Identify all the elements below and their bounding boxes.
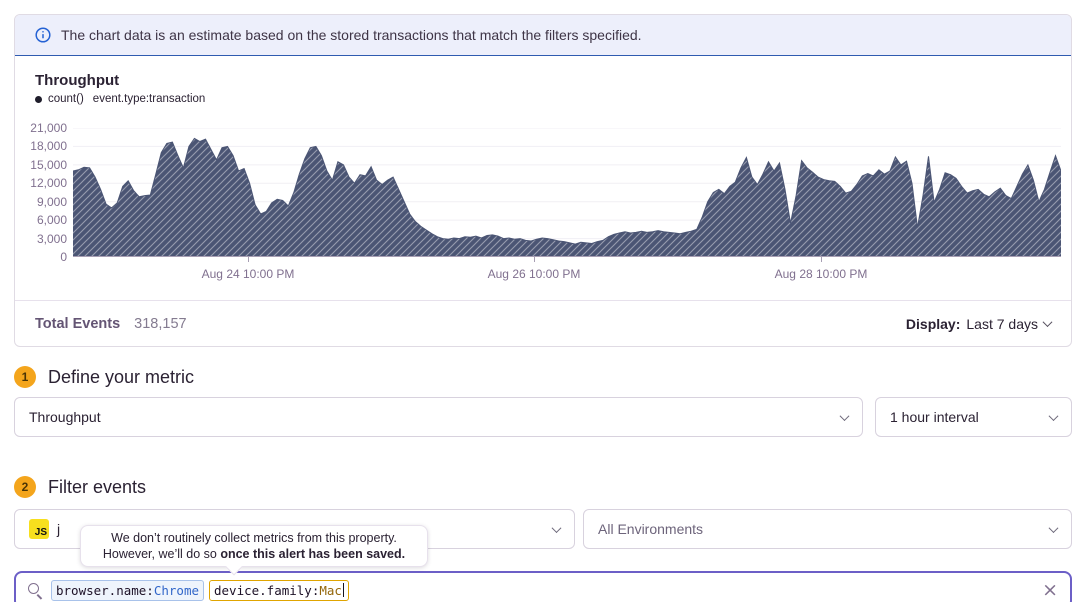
tooltip-line1: We don’t routinely collect metrics from …	[111, 531, 397, 545]
legend-query-label: event.type:transaction	[92, 93, 206, 105]
token-key: browser.name:	[56, 582, 154, 598]
banner-text: The chart data is an estimate based on t…	[61, 27, 642, 43]
y-tick-label: 3,000	[36, 231, 67, 246]
x-tick-label: Aug 28 10:00 PM	[774, 267, 868, 281]
y-axis-labels: 21,000 18,000 15,000 12,000 9,000 6,000 3,000 0	[15, 121, 67, 264]
y-tick-label: 6,000	[36, 213, 67, 228]
clear-search-icon[interactable]: ×	[1042, 578, 1058, 601]
metric-select[interactable]: Throughput	[14, 397, 863, 437]
interval-select[interactable]: 1 hour interval	[875, 397, 1072, 437]
x-tick-label: Aug 26 10:00 PM	[487, 267, 581, 281]
y-tick-label: 9,000	[36, 194, 67, 209]
y-tick-label: 21,000	[30, 121, 67, 135]
y-tick-label: 0	[60, 250, 67, 264]
environment-select-value: All Environments	[598, 521, 704, 537]
chevron-down-icon	[1048, 522, 1059, 533]
metric-select-value: Throughput	[29, 409, 101, 425]
alert-builder-page: The chart data is an estimate based on t…	[0, 14, 1086, 602]
x-tick-mark	[534, 257, 535, 262]
filter-events-section-header: 2 Filter events	[14, 475, 1072, 499]
chevron-down-icon	[1042, 317, 1053, 328]
token-key: device.family:	[214, 582, 320, 598]
y-tick-label: 12,000	[30, 176, 67, 191]
chart-legend: count() event.type:transaction	[35, 93, 1051, 105]
chart-title: Throughput	[35, 72, 120, 89]
info-banner: The chart data is an estimate based on t…	[15, 15, 1071, 56]
step-2-badge: 2	[14, 476, 36, 498]
chart-plot[interactable]	[72, 127, 1062, 257]
chevron-down-icon	[1048, 410, 1059, 421]
display-range-dropdown[interactable]: Display: Last 7 days	[905, 315, 1053, 332]
token-value: Mac	[319, 582, 342, 598]
display-label: Display:	[905, 315, 961, 332]
search-token-browser-name[interactable]: browser.name: Chrome	[51, 579, 204, 601]
y-tick-label: 18,000	[30, 139, 67, 154]
chart-header: Throughput count() event.type:transactio…	[15, 56, 1071, 128]
x-tick-label: Aug 24 10:00 PM	[201, 267, 295, 281]
total-events-label: Total Events	[35, 315, 121, 332]
define-metric-heading: Define your metric	[48, 366, 195, 387]
display-value: Last 7 days	[966, 315, 1038, 332]
info-icon	[35, 27, 51, 43]
search-query-input[interactable]: browser.name: Chrome device.family: Mac ×	[14, 571, 1072, 602]
search-tokens: browser.name: Chrome device.family: Mac	[51, 579, 1034, 601]
search-icon	[28, 582, 43, 598]
javascript-platform-icon: JS	[29, 519, 49, 539]
legend-series-label: count()	[48, 93, 84, 105]
metric-row: Throughput 1 hour interval	[14, 397, 1072, 437]
step-1-badge: 1	[14, 366, 36, 388]
throughput-chart[interactable]: 21,000 18,000 15,000 12,000 9,000 6,000 3,000 0	[15, 121, 1071, 300]
filter-events-heading: Filter events	[48, 476, 147, 497]
x-axis-labels: Aug 24 10:00 PM Aug 26 10:00 PM Aug 28 10:…	[73, 257, 1061, 300]
tooltip-line2: However, we’ll do so once this alert has…	[102, 547, 406, 561]
y-tick-label: 15,000	[30, 157, 67, 172]
project-select-value: j	[57, 521, 61, 537]
x-tick-mark	[821, 257, 822, 262]
chevron-down-icon	[839, 410, 850, 421]
search-token-device-family[interactable]: device.family: Mac	[209, 579, 350, 601]
x-tick-mark	[248, 257, 249, 262]
text-cursor	[342, 583, 345, 597]
environment-select[interactable]: All Environments	[583, 509, 1072, 549]
legend-dot-icon	[35, 95, 42, 103]
define-metric-section-header: 1 Define your metric	[14, 365, 1072, 389]
chart-footer: Total Events 318,157 Display: Last 7 day…	[15, 300, 1071, 346]
interval-select-value: 1 hour interval	[890, 409, 979, 425]
metric-collection-tooltip: We don’t routinely collect metrics from …	[80, 525, 428, 567]
chart-panel: The chart data is an estimate based on t…	[14, 14, 1072, 347]
chevron-down-icon	[551, 522, 562, 533]
total-events: Total Events 318,157	[35, 316, 187, 332]
token-value: Chrome	[153, 582, 199, 598]
total-events-value: 318,157	[134, 315, 187, 332]
